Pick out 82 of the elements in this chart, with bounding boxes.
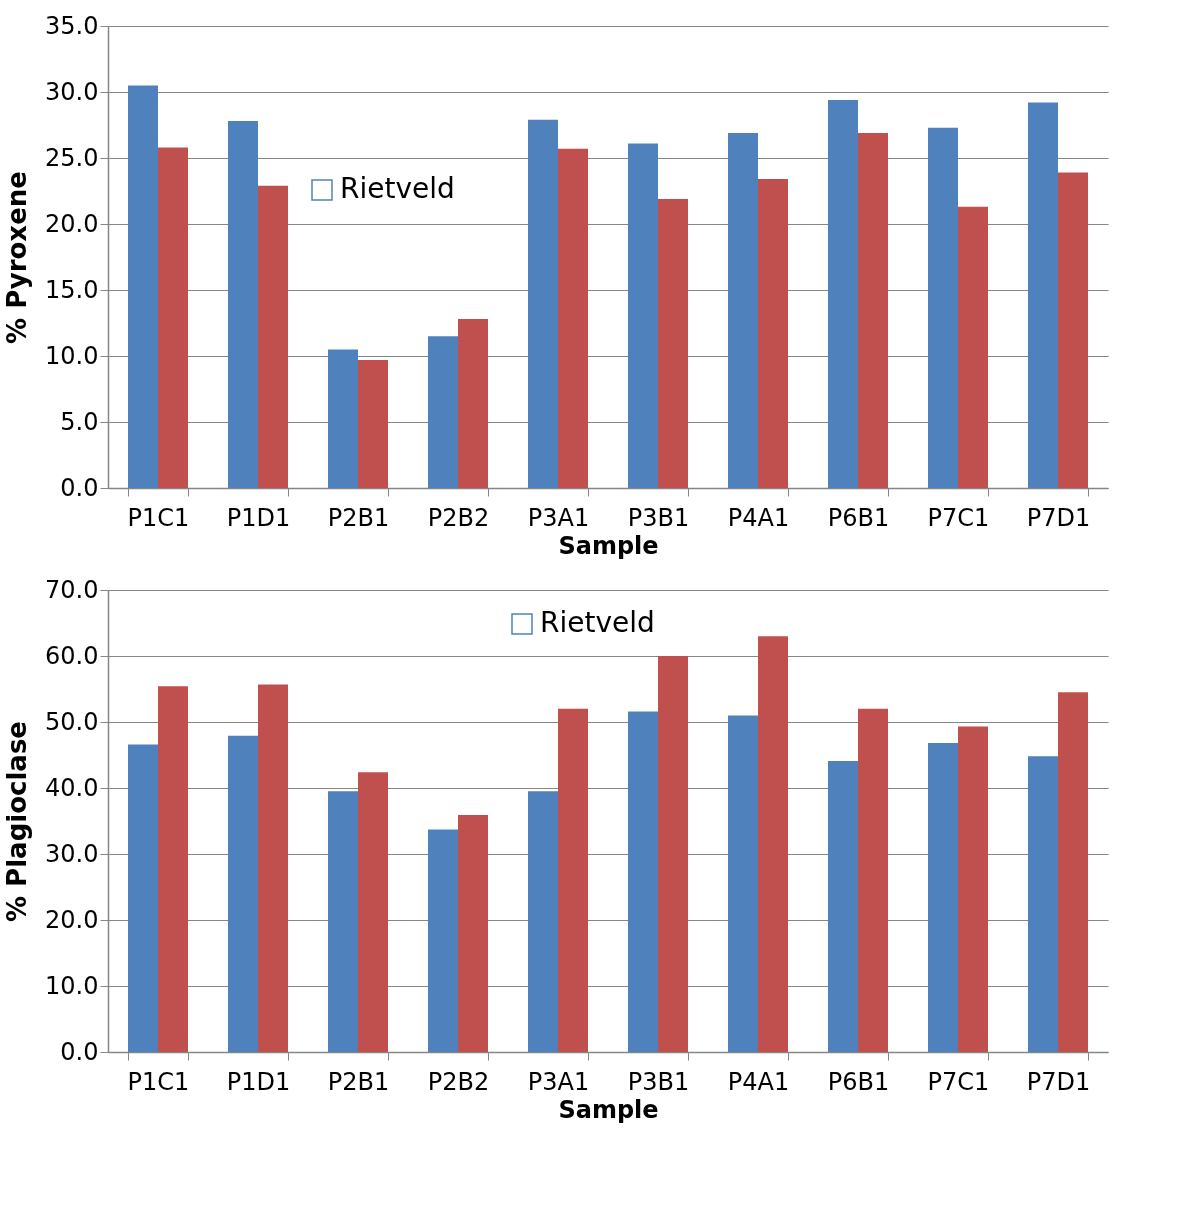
bar [858,132,888,488]
y-tick-label: 35.0 [45,11,99,40]
y-tick-label: 70.0 [45,575,99,604]
bar [158,686,188,1052]
bar [158,147,188,488]
bar [458,815,488,1052]
bar [728,715,758,1052]
bar [958,206,988,488]
x-tick-label: P6B1 [827,1067,890,1096]
y-tick-label: 0.0 [60,1037,99,1066]
x-tick-label: P3A1 [527,1067,590,1096]
bar [428,829,458,1052]
bar [658,198,688,488]
bar [1028,756,1058,1052]
bar [1058,692,1088,1052]
bar [558,708,588,1052]
y-tick-label: 60.0 [45,641,99,670]
bar [1028,102,1058,488]
legend-label: Rietveld [340,172,455,205]
bar [358,359,388,488]
bar [328,791,358,1052]
x-tick-label: P3B1 [627,503,690,532]
y-tick-label: 25.0 [45,143,99,172]
bar [758,636,788,1052]
bar [658,656,688,1052]
x-axis-title: Sample [558,531,659,560]
y-tick-label: 15.0 [45,275,99,304]
x-tick-label: P7D1 [1026,1067,1091,1096]
y-tick-label: 20.0 [45,209,99,238]
x-tick-label: P7C1 [927,503,990,532]
y-tick-label: 5.0 [60,407,99,436]
x-tick-label: P4A1 [727,503,790,532]
bar [958,726,988,1052]
bar [758,179,788,488]
bar [628,711,658,1052]
x-tick-label: P2B1 [327,503,390,532]
bar [828,760,858,1052]
bar [1058,172,1088,488]
bar [528,791,558,1052]
y-tick-label: 30.0 [45,839,99,868]
x-tick-label: P2B2 [427,503,490,532]
x-tick-label: P6B1 [827,503,890,532]
y-tick-label: 10.0 [45,341,99,370]
x-tick-label: P1C1 [127,1067,190,1096]
bar [828,99,858,488]
x-tick-label: P2B2 [427,1067,490,1096]
x-tick-label: P3B1 [627,1067,690,1096]
y-tick-label: 20.0 [45,905,99,934]
y-tick-label: 50.0 [45,707,99,736]
bar [558,148,588,488]
x-tick-label: P1D1 [226,503,291,532]
bar [928,127,958,488]
bar [128,744,158,1052]
legend-label: Rietveld [540,606,655,639]
bar [458,319,488,488]
bar [128,85,158,488]
x-axis-title: Sample [558,1095,659,1124]
bar [628,143,658,488]
bar [258,684,288,1052]
bar [928,743,958,1052]
x-tick-label: P3A1 [527,503,590,532]
y-tick-label: 0.0 [60,473,99,502]
x-tick-label: P7C1 [927,1067,990,1096]
y-tick-label: 40.0 [45,773,99,802]
x-tick-label: P1C1 [127,503,190,532]
y-tick-label: 30.0 [45,77,99,106]
y-axis-title: % Plagioclase [2,721,33,922]
bar [258,185,288,488]
bar [728,132,758,488]
bar [858,708,888,1052]
bar [528,119,558,488]
y-tick-label: 10.0 [45,971,99,1000]
bar [328,349,358,488]
bar [228,735,258,1052]
x-tick-label: P1D1 [226,1067,291,1096]
bar [358,772,388,1052]
bar [428,336,458,488]
x-tick-label: P2B1 [327,1067,390,1096]
x-tick-label: P7D1 [1026,503,1091,532]
y-axis-title: % Pyroxene [2,171,33,344]
x-tick-label: P4A1 [727,1067,790,1096]
bar [228,121,258,488]
